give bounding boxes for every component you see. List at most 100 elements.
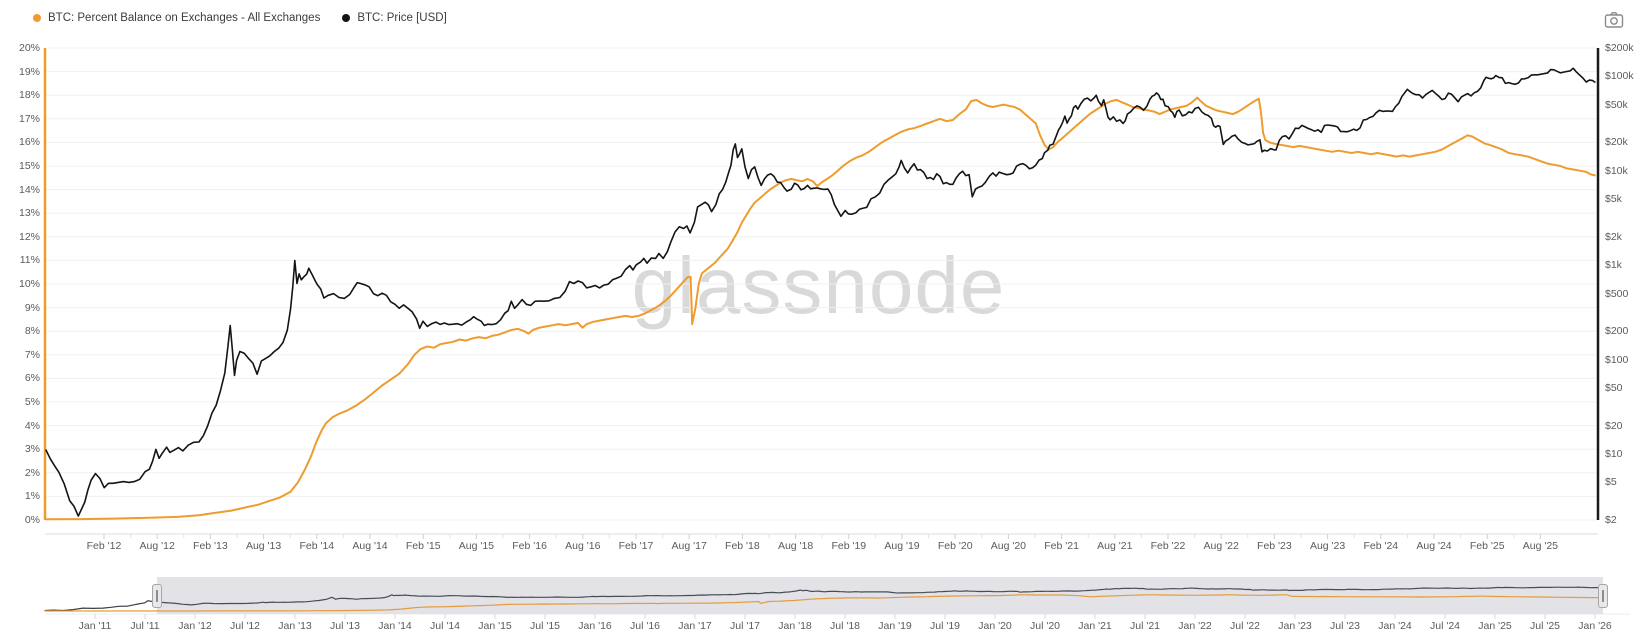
navigator-x-axis-label: Jul '19: [929, 620, 961, 632]
x-axis-label: Feb '24: [1363, 540, 1399, 552]
camera-button[interactable]: [1601, 10, 1627, 32]
right-axis-tick: $10k: [1605, 164, 1628, 177]
left-axis-tick: 7%: [24, 348, 40, 361]
navigator-x-axis-label: Jul '17: [729, 620, 761, 632]
x-axis-label: Feb '22: [1150, 540, 1186, 552]
left-axis-tick: 15%: [18, 160, 40, 172]
right-axis-tick: $1k: [1605, 259, 1622, 272]
navigator-x-axis-label: Jan '11: [78, 620, 112, 632]
navigator-x-axis-label: Jan '18: [778, 620, 812, 632]
series-balance-line: [45, 96, 1596, 521]
x-axis-label: Aug '22: [1203, 540, 1239, 552]
left-axis-tick: 18%: [18, 89, 40, 102]
left-axis-tick: 4%: [24, 419, 40, 432]
legend-label-price: BTC: Price [USD]: [357, 12, 447, 24]
legend-marker-price-icon: [342, 14, 351, 22]
navigator-handle-right[interactable]: [1598, 584, 1608, 608]
right-axis-tick: $20: [1605, 419, 1623, 432]
right-axis-tick: $5k: [1605, 193, 1622, 206]
left-axis-tick: 19%: [18, 65, 40, 78]
left-axis-tick: 2%: [24, 466, 40, 479]
x-axis-label: Feb '13: [193, 540, 228, 552]
left-axis-tick: 1%: [24, 490, 40, 503]
navigator-x-axis-label: Jul '18: [829, 620, 861, 632]
left-axis-tick: 0%: [24, 514, 40, 526]
navigator-x-axis-label: Jul '20: [1029, 620, 1061, 632]
camera-icon: [1604, 11, 1624, 28]
x-axis-label: Feb '17: [618, 540, 654, 552]
left-axis-tick: 17%: [18, 112, 40, 125]
x-axis-label: Aug '13: [245, 540, 282, 552]
x-axis-label: Feb '19: [831, 540, 867, 552]
left-axis-tick: 14%: [18, 183, 40, 196]
x-axis-label: Feb '21: [1044, 540, 1079, 552]
navigator-x-axis-label: Jan '26: [1578, 620, 1612, 632]
right-axis-tick: $5: [1605, 476, 1617, 489]
navigator-x-axis-label: Jul '12: [229, 620, 261, 632]
x-axis-label: Aug '14: [352, 540, 388, 552]
navigator-x-axis-label: Jul '25: [1529, 620, 1561, 632]
right-axis-tick: $10: [1605, 448, 1623, 461]
x-axis-label: Aug '24: [1416, 540, 1452, 552]
left-axis-tick: 11%: [19, 254, 40, 267]
left-axis-tick: 20%: [18, 42, 40, 54]
navigator-x-axis-label: Jan '23: [1278, 620, 1312, 632]
navigator-x-axis-label: Jan '15: [478, 620, 512, 632]
navigator-handle-left[interactable]: [152, 584, 162, 608]
navigator-x-axis-label: Jan '22: [1178, 620, 1212, 632]
left-axis-tick: 10%: [18, 278, 40, 290]
right-axis-tick: $200: [1605, 325, 1629, 338]
navigator-x-axis-label: Jul '23: [1329, 620, 1361, 632]
navigator-x-axis-label: Jul '14: [429, 620, 461, 632]
x-axis-label: Aug '25: [1522, 540, 1559, 552]
x-axis-label: Feb '18: [725, 540, 760, 552]
navigator-x-axis-label: Jul '24: [1429, 620, 1461, 632]
right-axis-tick: $2k: [1605, 230, 1622, 243]
x-axis-label: Feb '25: [1469, 540, 1505, 552]
navigator-x-axis-label: Jan '12: [178, 620, 212, 632]
navigator-x-axis-label: Jul '11: [130, 620, 160, 632]
navigator-x-axis-label: Jan '24: [1378, 620, 1412, 632]
x-axis-label: Feb '15: [405, 540, 441, 552]
left-axis-tick: 16%: [18, 136, 40, 149]
right-axis-tick: $100: [1605, 353, 1629, 366]
x-axis-label: Aug '16: [565, 540, 601, 552]
right-axis-tick: $200k: [1605, 42, 1634, 54]
navigator-x-axis-label: Jan '17: [678, 620, 712, 632]
navigator-x-axis-label: Jul '16: [629, 620, 661, 632]
navigator-x-axis-label: Jul '15: [529, 620, 561, 632]
right-axis-tick: $20k: [1605, 136, 1628, 149]
navigator-x-axis-label: Jul '22: [1229, 620, 1261, 632]
navigator-x-axis-label: Jan '20: [978, 620, 1012, 632]
x-axis-label: Feb '12: [86, 540, 122, 552]
navigator-selection[interactable]: [157, 577, 1603, 614]
navigator-x-axis-label: Jan '19: [878, 620, 912, 632]
x-axis-label: Aug '20: [990, 540, 1027, 552]
legend: BTC: Percent Balance on Exchanges - All …: [33, 12, 447, 24]
legend-item-balance[interactable]: BTC: Percent Balance on Exchanges - All …: [33, 12, 320, 24]
x-axis-label: Feb '14: [299, 540, 335, 552]
right-axis-tick: $50k: [1605, 98, 1628, 111]
right-axis-tick: $50: [1605, 382, 1623, 395]
x-axis-label: Feb '20: [937, 540, 973, 552]
x-axis-label: Aug '19: [884, 540, 920, 552]
right-axis-tick: $500: [1605, 287, 1629, 300]
x-axis-label: Aug '21: [1097, 540, 1133, 552]
navigator-x-axis-label: Jan '13: [278, 620, 312, 632]
x-axis-label: Aug '15: [458, 540, 495, 552]
left-axis-tick: 3%: [24, 443, 40, 456]
legend-item-price[interactable]: BTC: Price [USD]: [342, 12, 447, 24]
navigator-x-axis-label: Jul '13: [329, 620, 361, 632]
navigator-x-axis-label: Jan '16: [578, 620, 612, 632]
x-axis-label: Aug '17: [671, 540, 707, 552]
right-axis-tick: $100k: [1605, 70, 1634, 83]
navigator-balance-line: [44, 594, 1599, 612]
x-axis-label: Feb '16: [512, 540, 547, 552]
legend-label-balance: BTC: Percent Balance on Exchanges - All …: [48, 12, 321, 24]
x-axis-label: Aug '12: [139, 540, 175, 552]
x-axis-label: Aug '18: [777, 540, 814, 552]
left-axis-tick: 8%: [24, 325, 40, 338]
left-axis-tick: 12%: [18, 230, 40, 243]
series-price-line: [45, 67, 1596, 517]
